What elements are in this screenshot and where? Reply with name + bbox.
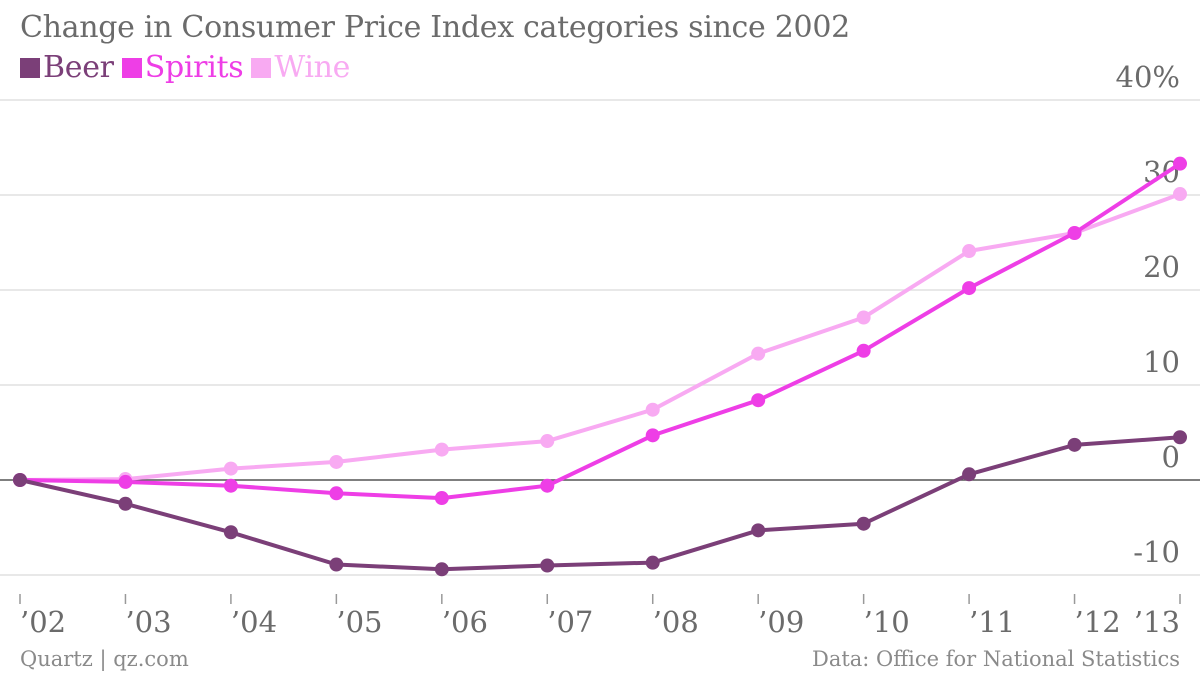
- data-point-spirits: [540, 478, 555, 493]
- legend-label-wine: Wine: [274, 50, 351, 85]
- x-tick-label: ’12: [1075, 605, 1121, 639]
- data-point-beer: [434, 562, 449, 577]
- data-point-spirits: [329, 486, 344, 501]
- chart-legend: Beer Spirits Wine: [20, 50, 358, 85]
- x-tick-label: ’10: [864, 605, 910, 639]
- legend-item-wine: Wine: [251, 50, 350, 85]
- data-point-spirits: [434, 491, 449, 506]
- legend-swatch-wine: [251, 57, 272, 78]
- x-tick-label: ’08: [653, 605, 699, 639]
- chart-title: Change in Consumer Price Index categorie…: [20, 10, 850, 45]
- legend-label-spirits: Spirits: [144, 50, 244, 85]
- data-point-beer: [13, 473, 27, 487]
- legend-item-spirits: Spirits: [121, 50, 244, 85]
- series-line-spirits: [18, 161, 1182, 501]
- data-point-spirits: [856, 343, 871, 358]
- y-tick-label: 10: [1143, 345, 1180, 379]
- data-point-spirits: [118, 474, 133, 489]
- data-point-spirits: [1173, 156, 1187, 171]
- x-tick-label: ’13: [1134, 605, 1180, 639]
- y-tick-label: 40%: [1116, 60, 1180, 94]
- x-tick-label: ’11: [969, 605, 1015, 639]
- data-point-spirits: [1067, 226, 1082, 240]
- legend-swatch-beer: [20, 57, 40, 78]
- x-tick-label: ’06: [442, 605, 488, 639]
- data-point-spirits: [751, 393, 766, 408]
- data-point-beer: [751, 523, 766, 538]
- x-tick-label: ’03: [125, 605, 171, 639]
- x-tick-label: ’09: [758, 605, 804, 639]
- footer-credit: Quartz | qz.com: [20, 647, 189, 671]
- y-tick-label: 0: [1162, 440, 1180, 474]
- data-point-wine: [223, 461, 238, 476]
- data-point-wine: [856, 310, 871, 325]
- data-point-beer: [1067, 437, 1082, 452]
- data-point-wine: [329, 454, 344, 469]
- data-point-spirits: [962, 281, 977, 296]
- data-point-beer: [645, 555, 660, 570]
- legend-swatch-spirits: [121, 57, 142, 78]
- x-tick-label: ’04: [231, 605, 277, 639]
- data-point-beer: [223, 525, 238, 540]
- y-tick-label: -10: [1133, 535, 1180, 569]
- data-point-beer: [856, 516, 871, 531]
- series-line-wine: [18, 192, 1182, 482]
- legend-label-beer: Beer: [43, 50, 114, 85]
- data-point-beer: [1173, 430, 1187, 445]
- data-point-wine: [1173, 187, 1187, 202]
- footer-source: Data: Office for National Statistics: [811, 647, 1180, 671]
- data-point-wine: [645, 402, 660, 417]
- x-tick-label: ’02: [20, 605, 66, 639]
- data-point-spirits: [645, 428, 660, 443]
- data-point-beer: [118, 496, 133, 511]
- series-line-beer: [18, 435, 1182, 572]
- data-point-spirits: [223, 478, 238, 493]
- data-point-wine: [751, 346, 766, 361]
- data-point-wine: [434, 442, 449, 457]
- data-point-wine: [962, 244, 977, 259]
- x-tick-label: ’05: [336, 605, 382, 639]
- x-tick-label: ’07: [547, 605, 593, 639]
- y-tick-label: 20: [1143, 250, 1180, 284]
- data-point-wine: [540, 434, 555, 449]
- data-point-beer: [329, 557, 344, 572]
- data-point-beer: [962, 467, 977, 482]
- legend-item-beer: Beer: [20, 50, 114, 85]
- data-point-beer: [540, 558, 555, 573]
